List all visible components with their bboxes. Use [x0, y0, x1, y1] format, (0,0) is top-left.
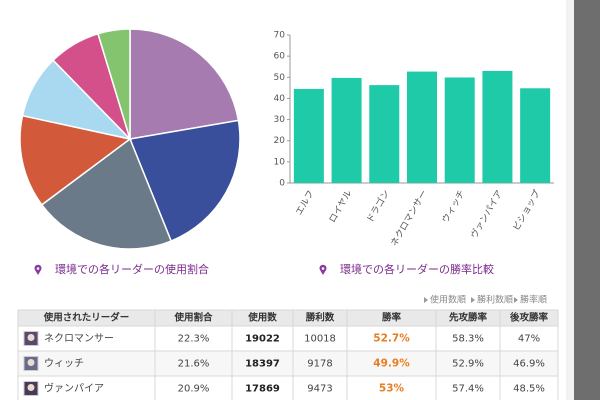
table-row — [18, 376, 558, 400]
table-cell: 53% — [379, 383, 405, 395]
table-cell: 46.9% — [513, 359, 545, 370]
table-cell: 10018 — [304, 334, 336, 345]
bar — [331, 77, 362, 183]
header-cell: 先攻勝率 — [449, 312, 488, 324]
table-cell: 22.3% — [178, 334, 210, 345]
y-tick-label: 60 — [274, 52, 286, 62]
bar — [293, 88, 324, 183]
table-row — [18, 326, 558, 351]
link-arrow — [514, 297, 518, 303]
bar — [520, 88, 551, 183]
bar — [444, 77, 475, 183]
leader-icon-face — [27, 384, 35, 391]
table-cell: 57.4% — [452, 384, 484, 395]
table-cell: 19022 — [245, 334, 280, 345]
table-cell: ヴァンパイア — [44, 382, 104, 395]
sort-link[interactable]: 使用数順 — [430, 294, 466, 306]
table-cell: 17869 — [245, 384, 280, 395]
header-cell: 使用数 — [247, 312, 277, 324]
header-cell: 勝率 — [382, 312, 402, 324]
sort-link[interactable]: 勝率順 — [520, 294, 547, 306]
caption: 環境での各リーダーの勝率比較 — [340, 262, 494, 276]
table-cell: 49.9% — [373, 358, 410, 370]
table-cell: 21.6% — [178, 359, 210, 370]
leader-icon-face — [27, 359, 35, 366]
pin-dot — [321, 267, 325, 270]
table-cell: 9473 — [307, 384, 332, 395]
y-tick-label: 70 — [274, 31, 286, 41]
header-cell: 勝利数 — [306, 312, 335, 324]
y-tick-label: 20 — [274, 136, 286, 146]
caption: 環境での各リーダーの使用割合 — [55, 262, 209, 276]
header-cell: 使用割合 — [173, 312, 213, 324]
y-tick-label: 50 — [274, 73, 286, 83]
table-cell: ウィッチ — [44, 358, 84, 370]
y-tick-label: 10 — [274, 157, 286, 167]
table-cell: 48.5% — [513, 384, 545, 395]
side-panel — [574, 0, 600, 400]
leader-icon-face — [27, 334, 35, 341]
table-cell: 47% — [518, 334, 540, 345]
header-row — [18, 310, 558, 326]
sort-link[interactable]: 勝利数順 — [477, 294, 513, 306]
pin-icon — [34, 264, 42, 275]
pie-slice — [128, 119, 241, 242]
header-cell: 使用されたリーダー — [43, 312, 130, 324]
bar — [482, 70, 513, 183]
pie-slice — [129, 28, 240, 140]
y-tick-label: 0 — [279, 179, 285, 189]
table-cell: 9178 — [307, 359, 332, 370]
table-row — [18, 351, 558, 376]
bar — [407, 71, 437, 183]
side-border — [566, 0, 574, 400]
link-arrow — [471, 297, 475, 303]
pin-icon — [319, 264, 327, 275]
pie-slice — [19, 114, 132, 206]
table-cell: 58.3% — [452, 334, 484, 345]
link-arrow — [424, 297, 428, 303]
table-cell: 18397 — [245, 359, 280, 370]
table-cell: 52.9% — [452, 359, 484, 370]
pin-dot — [36, 267, 40, 270]
table-cell: ネクロマンサー — [44, 333, 114, 345]
bar — [369, 85, 400, 183]
y-tick-label: 30 — [274, 115, 286, 125]
pie-slice — [97, 28, 131, 140]
header-cell: 後攻勝率 — [510, 312, 549, 324]
y-tick-label: 40 — [274, 94, 286, 104]
table-cell: 52.7% — [373, 333, 410, 345]
table-cell: 20.9% — [178, 384, 210, 395]
pie-slice — [40, 137, 173, 250]
